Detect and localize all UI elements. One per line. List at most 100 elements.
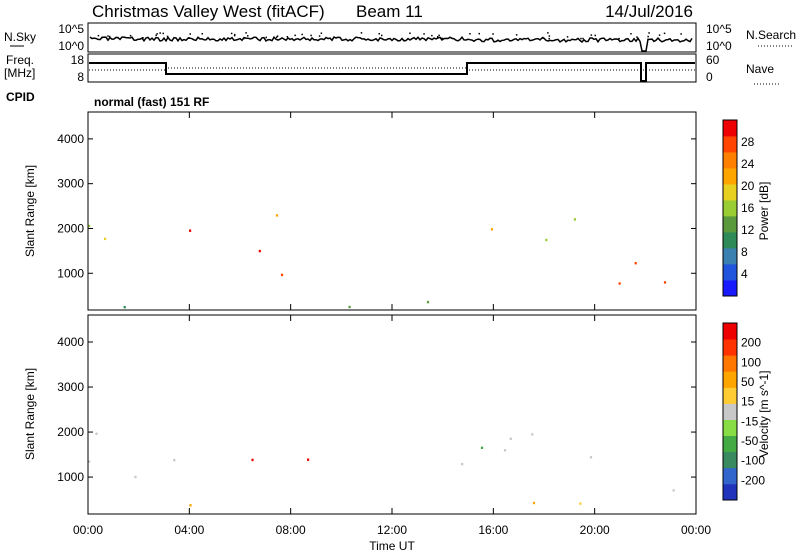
nsky-dot [234, 33, 236, 36]
nsky-dot [515, 34, 518, 36]
colorbar-swatch [723, 152, 737, 169]
colorbar-swatch [723, 120, 737, 137]
xtick-label: 20:00 [580, 523, 610, 537]
nsky-dot [409, 32, 411, 34]
nsky-dot [301, 33, 303, 36]
nsky-dot [478, 32, 480, 35]
xtick-label: 04:00 [174, 523, 204, 537]
nsky-dot [189, 33, 191, 35]
range-cell [251, 458, 254, 462]
colorbar-tick: -100 [741, 454, 765, 468]
range-cell [189, 229, 192, 232]
nsky-dot [680, 33, 682, 35]
colorbar-swatch [723, 136, 737, 153]
nsky-dot [243, 37, 245, 40]
range-cell [258, 249, 261, 253]
nsky-dot [566, 36, 569, 38]
range-cell [490, 228, 493, 231]
nsky-dot [431, 34, 433, 37]
range-cell [531, 433, 534, 436]
range-cell [545, 238, 548, 242]
nsky-dot [155, 34, 157, 37]
ytick-label: 3000 [57, 177, 84, 191]
nsky-dot [286, 36, 289, 38]
range-cell [88, 460, 91, 463]
colorbar-swatch [723, 248, 737, 265]
colorbar-tick: 4 [741, 267, 748, 281]
nsky-dot [658, 34, 661, 36]
colorbar-swatch [723, 280, 737, 297]
cpid-label: CPID [6, 90, 35, 104]
nsky-dot [275, 36, 278, 38]
colorbar-swatch [723, 168, 737, 185]
colorbar-swatch [723, 355, 737, 372]
range-cell [634, 262, 637, 265]
nsky-dot [381, 34, 383, 37]
nave-tick-top: 60 [706, 53, 720, 67]
nsky-dot [582, 37, 584, 40]
range-cell [509, 437, 512, 440]
xtick-label: 16:00 [478, 523, 508, 537]
velocity-panel: 1000 2000 3000 4000 Slant Range [km] [23, 314, 697, 515]
colorbar-swatch [723, 216, 737, 233]
nsearch-label: N.Search [746, 28, 796, 42]
colorbar-swatch [723, 419, 737, 436]
x-axis: 00:00 04:00 08:00 12:00 16:00 20:00 00:00 [73, 112, 711, 537]
nsky-dot [276, 35, 279, 37]
nsky-dot [265, 36, 267, 39]
freq-panel: Freq. [MHz] 18 8 60 0 Nave [4, 53, 780, 85]
range-cell [104, 237, 107, 241]
nsky-dot [594, 34, 596, 37]
nsky-dot [548, 35, 551, 37]
nsky-dot [548, 37, 550, 40]
nsky-dot [107, 35, 109, 37]
nsky-dot [142, 37, 144, 39]
velocity-ylabel: Slant Range [km] [23, 368, 37, 460]
nsky-dot [129, 34, 132, 37]
range-cell [503, 449, 507, 452]
colorbar-tick: 15 [741, 395, 755, 409]
power-panel: 1000 2000 3000 4000 Slant Range [km] [23, 111, 697, 311]
nsky-dot [162, 32, 164, 35]
colorbar-tick: 20 [741, 179, 755, 193]
nsky-dot [360, 32, 363, 34]
xtick-label: 12:00 [377, 523, 407, 537]
nsky-dot [245, 32, 247, 34]
colorbar-tick: 24 [741, 157, 755, 171]
nsky-dot [647, 35, 649, 38]
nsky-dot [441, 37, 443, 40]
xtick-label: 00:00 [681, 523, 711, 537]
nsky-dot [378, 33, 380, 35]
range-cell [573, 218, 576, 221]
power-ylabel: Slant Range [km] [23, 165, 37, 257]
colorbar-swatch [723, 323, 737, 340]
nsky-dot [580, 37, 582, 40]
nsky-dot [108, 35, 111, 38]
nsky-dot [590, 34, 593, 36]
colorbar-frame [722, 119, 738, 297]
colorbar-tick: -50 [741, 434, 759, 448]
nsky-dot [542, 36, 544, 39]
colorbar-swatch [723, 264, 737, 281]
colorbar-swatch [723, 200, 737, 217]
freq-label-line2: [MHz] [4, 66, 35, 80]
nsky-dot [318, 35, 321, 37]
colorbar-swatch [723, 451, 737, 469]
colorbar-swatch [723, 232, 737, 249]
nave-tick-bottom: 0 [706, 70, 713, 84]
nsky-dot [663, 32, 666, 35]
nsky-dot [618, 37, 620, 40]
colorbar-swatch [723, 483, 737, 501]
nsky-dot [166, 35, 169, 38]
nsky-dot [423, 33, 425, 35]
ytick-label: 3000 [57, 380, 84, 394]
nsky-dot [247, 35, 249, 37]
velocity-colorbar-label: Velocity [m s^-1] [757, 371, 771, 458]
ytick-label: 1000 [57, 470, 84, 484]
range-cell [348, 305, 351, 309]
beam-label: Beam 11 [356, 2, 423, 21]
nave-trace [89, 67, 695, 71]
xtick-label: 00:00 [73, 523, 103, 537]
range-cell [672, 489, 675, 492]
colorbar-tick: 50 [741, 375, 755, 389]
